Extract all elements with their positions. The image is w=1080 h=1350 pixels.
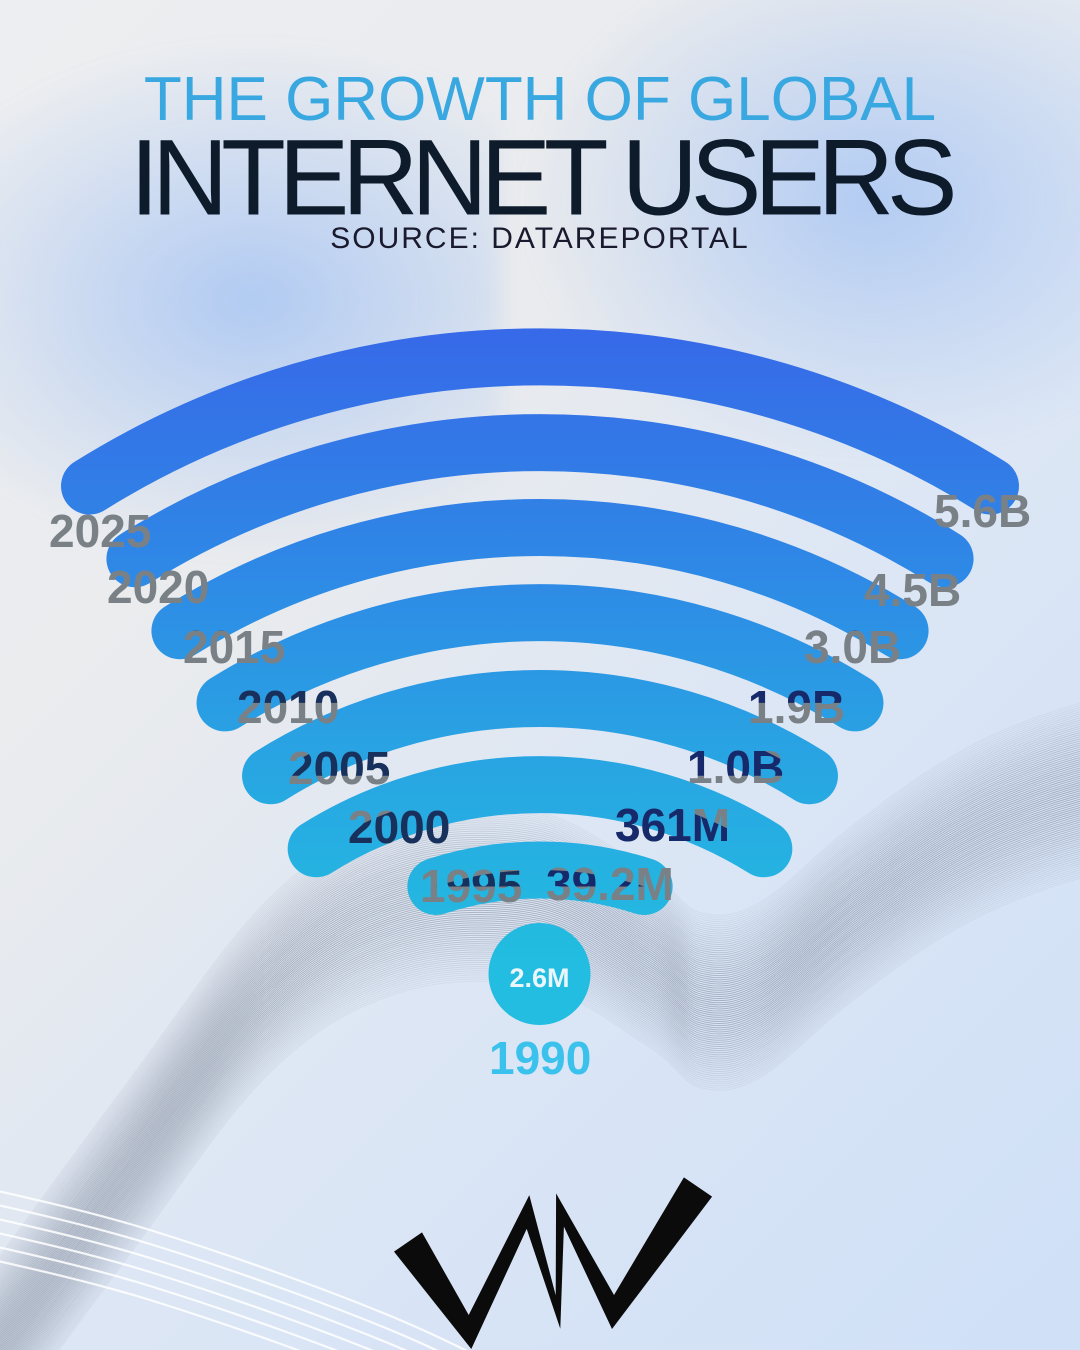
svg-text:2020: 2020 — [107, 561, 209, 613]
svg-text:4.5B: 4.5B — [864, 564, 961, 616]
svg-text:5.6B: 5.6B — [934, 485, 1031, 537]
svg-text:2025: 2025 — [49, 505, 151, 557]
svg-text:1990: 1990 — [489, 1032, 591, 1084]
